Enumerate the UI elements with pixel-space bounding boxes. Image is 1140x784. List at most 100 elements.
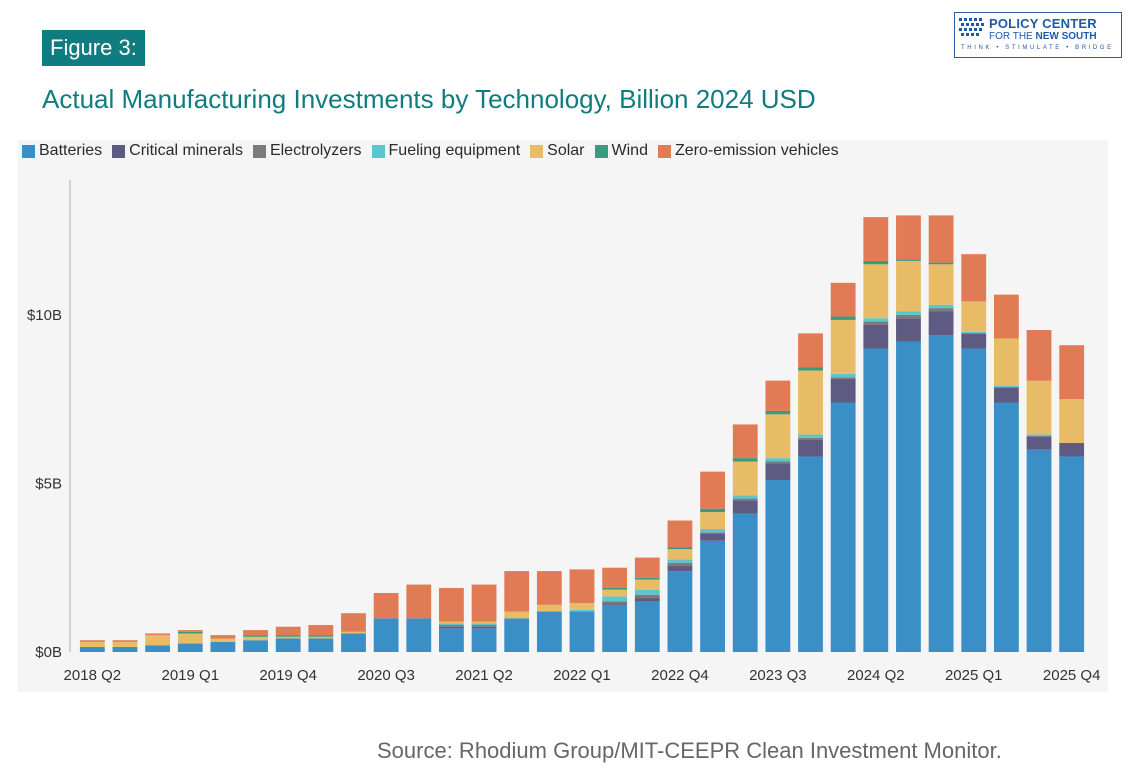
bar-segment: [569, 611, 595, 652]
legend-item: Critical minerals: [112, 142, 243, 160]
source-note: Source: Rhodium Group/MIT-CEEPR Clean In…: [377, 738, 1002, 763]
bar-segment: [732, 461, 758, 496]
bar-segment: [439, 626, 464, 629]
bar-segment: [798, 367, 823, 371]
bar-segment: [1026, 380, 1052, 435]
bar-segment: [863, 260, 889, 265]
bar-segment: [439, 625, 464, 627]
bar-segment: [961, 254, 987, 302]
bar-segment: [210, 635, 236, 639]
bar-segment: [863, 324, 889, 349]
bar-segment: [732, 513, 758, 652]
bar-segment: [439, 623, 464, 626]
logo-tagline: THINK • STIMULATE • BRIDGE: [961, 45, 1114, 51]
bar-segment: [536, 571, 562, 605]
legend-item: Batteries: [22, 142, 102, 160]
bar-segment: [177, 633, 203, 644]
bar-segment: [896, 260, 921, 312]
bar-segment: [700, 534, 725, 541]
bar-segment: [928, 262, 954, 265]
bar-segment: [928, 308, 954, 312]
bar-segment: [863, 348, 889, 652]
bar-segment: [667, 547, 693, 550]
bar-segment: [634, 598, 660, 602]
bar-segment: [830, 316, 856, 320]
y-tick-label: $0B: [35, 644, 62, 661]
bar-segment: [863, 217, 889, 261]
bar-segment: [1026, 449, 1052, 652]
x-tick-label: 2019 Q1: [161, 667, 219, 684]
bar-segment: [667, 549, 693, 560]
bar-segment: [700, 471, 725, 509]
bar-segment: [732, 495, 758, 499]
bar-segment: [732, 424, 758, 459]
chart-panel: [18, 140, 1108, 692]
bar-segment: [634, 601, 660, 652]
bar-segment: [667, 566, 693, 572]
bar-segment: [928, 304, 954, 309]
bar-segment: [700, 540, 725, 652]
bar-segment: [700, 512, 725, 529]
bar-segment: [275, 638, 301, 652]
policy-center-logo: POLICY CENTER FOR THE NEW SOUTH THINK • …: [954, 12, 1122, 58]
bar-segment: [993, 385, 1019, 388]
bar-segment: [602, 567, 628, 588]
bar-segment: [243, 630, 268, 636]
bar-segment: [765, 463, 791, 481]
bar-segment: [1026, 436, 1052, 450]
legend-swatch: [657, 144, 671, 158]
bar-segment: [765, 380, 791, 411]
bar-segment: [112, 641, 138, 647]
bar-segment: [569, 603, 595, 610]
bar-segment: [830, 373, 856, 378]
bar-segment: [439, 621, 464, 624]
bar-segment: [145, 635, 171, 646]
bar-segment: [634, 589, 660, 595]
legend-item: Wind: [594, 142, 648, 160]
legend-label: Batteries: [39, 142, 103, 159]
bar-segment: [341, 631, 366, 634]
bar-segment: [732, 458, 758, 462]
bar-segment: [634, 579, 660, 590]
bar-segment: [1026, 330, 1052, 381]
bar-segment: [439, 587, 464, 622]
bar-segment: [602, 601, 628, 604]
bar-segment: [177, 631, 203, 634]
x-tick-label: 2018 Q2: [64, 667, 122, 684]
bar-segment: [308, 638, 334, 652]
bar-segment: [1059, 399, 1085, 443]
legend-swatch: [594, 144, 608, 158]
bar-segment: [798, 437, 823, 440]
y-tick-label: $10B: [27, 307, 62, 324]
bar-segment: [830, 377, 856, 379]
bar-segment: [863, 264, 889, 319]
y-tick-label: $5B: [35, 475, 62, 492]
bar-segment: [961, 301, 987, 332]
bar-segment: [993, 387, 1019, 403]
x-tick-label: 2021 Q2: [455, 667, 513, 684]
bar-segment: [863, 321, 889, 325]
logo-name-line2: FOR THE NEW SOUTH: [989, 31, 1097, 42]
figure-label: Figure 3:: [42, 30, 145, 66]
bar-segment: [471, 625, 497, 627]
bar-segment: [471, 621, 497, 624]
bar-segment: [373, 618, 399, 652]
bar-segment: [504, 611, 530, 619]
bar-segment: [308, 625, 334, 636]
bar-segment: [896, 314, 921, 319]
bar-segment: [210, 641, 236, 652]
bar-segment: [732, 498, 758, 501]
bar-segment: [1059, 345, 1085, 400]
bar-segment: [275, 635, 301, 637]
bar-segment: [1026, 434, 1052, 437]
bar-segment: [993, 402, 1019, 652]
bar-segment: [700, 528, 725, 533]
bar-segment: [243, 635, 268, 637]
bar-segment: [798, 333, 823, 368]
bar-segment: [765, 410, 791, 415]
bar-segment: [830, 402, 856, 652]
bar-segment: [341, 633, 366, 652]
bar-segment: [667, 559, 693, 563]
bar-segment: [1059, 442, 1085, 457]
